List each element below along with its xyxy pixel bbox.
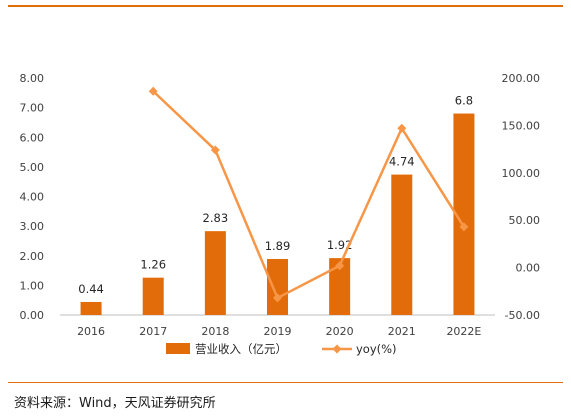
left-tick-label: 3.00 <box>20 220 45 233</box>
x-tick-label: 2017 <box>139 325 167 338</box>
bar <box>142 277 164 315</box>
right-tick-label: -50.00 <box>505 309 540 322</box>
legend-bar-label: 营业收入（亿元） <box>195 342 287 356</box>
source-note: 资料来源：Wind，天风证券研究所 <box>14 396 216 411</box>
bar-value-label: 4.74 <box>389 155 415 169</box>
x-tick-label: 2020 <box>326 325 354 338</box>
yoy-marker <box>459 222 469 232</box>
bar-value-label: 1.26 <box>140 258 166 272</box>
yoy-marker <box>397 123 407 133</box>
x-tick-label: 2018 <box>201 325 229 338</box>
bar <box>267 259 288 315</box>
bar <box>453 113 475 315</box>
right-tick-label: 200.00 <box>502 72 541 85</box>
bar-value-label: 2.83 <box>203 211 229 225</box>
left-tick-label: 1.00 <box>20 279 45 292</box>
x-tick-label: 2022E <box>446 325 481 338</box>
bar-value-label: 0.44 <box>78 282 104 296</box>
bar <box>391 174 413 315</box>
legend-line-label: yoy(%) <box>356 342 397 356</box>
left-tick-label: 0.00 <box>20 309 45 322</box>
bar <box>80 301 102 315</box>
top-rule <box>8 5 563 7</box>
x-tick-label: 2016 <box>77 325 105 338</box>
yoy-line <box>152 90 465 300</box>
yoy-marker <box>273 293 282 303</box>
chart: 0.00 1.00 2.00 3.00 4.00 5.00 6.00 7.00 8.00 -50.… <box>20 72 541 356</box>
right-tick-label: 100.00 <box>502 167 541 180</box>
left-tick-label: 2.00 <box>20 250 45 263</box>
x-tick-label: 2021 <box>388 325 416 338</box>
bar-value-label: 6.8 <box>455 94 473 108</box>
left-tick-label: 8.00 <box>20 72 45 85</box>
yoy-marker <box>335 261 345 271</box>
legend-bar-swatch <box>166 343 190 354</box>
left-tick-label: 6.00 <box>20 131 45 144</box>
left-tick-label: 7.00 <box>20 102 45 115</box>
yoy-marker <box>148 86 158 96</box>
right-tick-label: 150.00 <box>502 119 541 132</box>
right-tick-label: 50.00 <box>509 214 541 227</box>
right-tick-label: 0.00 <box>516 262 541 275</box>
legend-line-marker <box>332 344 342 354</box>
left-tick-label: 5.00 <box>20 161 45 174</box>
bottom-rule <box>8 382 563 383</box>
left-tick-label: 4.00 <box>20 191 45 204</box>
bar-value-label: 1.89 <box>265 239 291 253</box>
x-tick-label: 2019 <box>264 325 292 338</box>
bar <box>329 258 351 315</box>
yoy-marker <box>210 145 220 155</box>
bar <box>204 231 226 315</box>
